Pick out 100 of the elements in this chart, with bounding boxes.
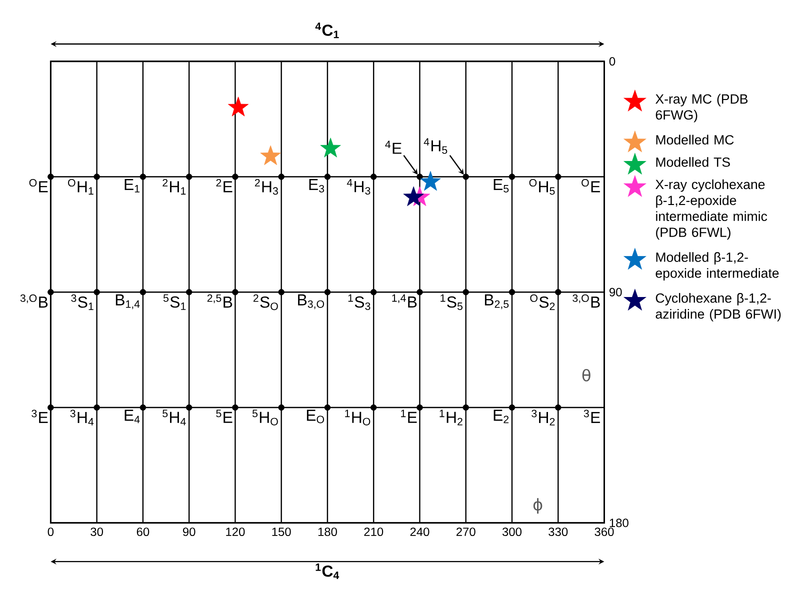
point: [48, 289, 54, 296]
annotation: $^{O}$H$_{5}$: [529, 179, 555, 195]
x-tick-label: 180: [318, 528, 337, 536]
point: [186, 289, 192, 296]
x-tick-label: 30: [90, 528, 104, 536]
annotation: B$_{3,O}$: [298, 294, 324, 310]
point: [555, 289, 562, 296]
legend-label: X-ray MC (PDB 6FWG): [656, 94, 748, 122]
point: [94, 289, 100, 296]
annotation: $^{5}$H$_{4}$: [162, 410, 186, 426]
x-tick-label: 90: [182, 528, 196, 536]
x-tick-label: 210: [364, 528, 384, 536]
point: [416, 174, 423, 180]
legend-label: Modelled TS: [656, 157, 730, 168]
point: [278, 174, 284, 180]
annotation: $^{O}$S$_{2}$: [530, 294, 555, 310]
text: $^{4}$C$_{1}$: [315, 22, 339, 38]
point: [462, 289, 469, 296]
x-tick-label: 120: [226, 528, 245, 536]
y-tick-label: 90: [610, 288, 622, 297]
annotation: E$_{O}$: [306, 410, 324, 424]
point: [370, 289, 377, 296]
annotation: $^{1}$H$_{2}$: [440, 410, 462, 426]
legend-label: Cyclohexane β-1,2-aziridine (PDB 6FWI): [656, 293, 781, 322]
annotation: $^{2}$H$_{1}$: [162, 179, 186, 195]
point: [232, 289, 238, 296]
x-tick-label: 240: [410, 528, 430, 536]
annotation: $^{4}$H$_{3}$: [346, 179, 370, 195]
annotation: $^{1,4}$B: [392, 294, 417, 308]
point: [48, 174, 54, 180]
x-tick-label: 150: [272, 528, 291, 536]
annotation: $^{4}$H$_{5}$: [424, 138, 448, 154]
text: $^{1}$C$_{4}$: [316, 564, 340, 580]
point: [186, 174, 192, 180]
annotation: $^{O}$E: [582, 179, 600, 192]
point: [403, 186, 424, 206]
point: [324, 404, 331, 411]
annotation: E$_{2}$: [494, 410, 509, 424]
point: [278, 404, 284, 411]
annotation: $^{2}$S$_{O}$: [253, 294, 278, 310]
annotation: $^{3,O}$B: [572, 294, 600, 308]
point: [186, 404, 192, 411]
annotation: $^{2}$E: [216, 179, 232, 192]
x-tick-label: 360: [594, 528, 614, 536]
legend-label: Modelled MC: [656, 135, 734, 145]
annotation: $^{5}$E: [216, 410, 232, 424]
point: [260, 146, 281, 166]
y-tick-label: 0: [609, 57, 616, 66]
point: [462, 174, 469, 180]
point: [324, 174, 331, 180]
annotation: B$_{2,5}$: [484, 294, 509, 310]
annotation: $^{1}$S$_{3}$: [348, 294, 370, 310]
point: [228, 96, 249, 117]
annotation: $^{5}$S$_{1}$: [163, 294, 186, 310]
annotation: $^{2,5}$B: [207, 294, 232, 308]
annotation: $^{3}$H$_{2}$: [532, 410, 555, 426]
point: [370, 174, 377, 180]
annotation: $^{3}$E: [32, 410, 48, 424]
annotation: E$_{5}$: [494, 179, 509, 193]
point: [94, 174, 100, 180]
annotation: $^{1}$H$_{O}$: [345, 410, 370, 426]
x-tick-label: 270: [456, 528, 476, 536]
point: [420, 171, 441, 191]
annotation: $^{3,O}$B: [20, 294, 48, 308]
annotation: $^{2}$H$_{3}$: [254, 179, 278, 195]
annotation: $^{1}$E: [401, 410, 417, 424]
y-tick-label: 180: [610, 518, 628, 528]
point: [370, 404, 377, 411]
x-tick-label: 300: [502, 528, 522, 536]
point: [462, 404, 469, 411]
point: [140, 174, 146, 180]
legend-label: Modelled β-1,2-epoxide intermediate: [656, 252, 779, 281]
annotation: $^{O}$H$_{1}$: [68, 179, 94, 195]
point: [324, 289, 331, 296]
annotation: E$_{1}$: [124, 179, 140, 193]
x-tick-label: 0: [48, 528, 54, 536]
annotation: $^{3}$E: [584, 410, 600, 424]
point: [278, 289, 284, 296]
point: [555, 174, 562, 180]
annotation: E$_{3}$: [309, 179, 324, 193]
point: [508, 404, 516, 411]
point: [48, 404, 54, 411]
x-axis-title: ϕ: [533, 498, 542, 514]
annotation: E$_{4}$: [124, 410, 140, 424]
annotation: $^{3}$S$_{1}$: [71, 294, 94, 310]
point: [320, 138, 341, 158]
annotation: $^{3}$H$_{4}$: [70, 410, 94, 426]
x-tick-label: 60: [136, 528, 150, 536]
point: [508, 289, 516, 296]
point: [555, 404, 562, 411]
point: [416, 404, 423, 411]
legend-label: X-ray cyclohexane β-1,2-epoxide intermediate mimic (PDB 6FWL): [656, 180, 768, 240]
y-axis-title: θ: [582, 369, 590, 382]
point: [508, 174, 516, 180]
annotation: $^{O}$E: [29, 179, 48, 192]
point: [232, 174, 238, 180]
annotation: $^{1}$S$_{5}$: [440, 294, 462, 310]
annotation: $^{4}$E: [385, 140, 402, 154]
point: [140, 404, 146, 411]
annotation: $^{5}$H$_{O}$: [252, 410, 278, 426]
